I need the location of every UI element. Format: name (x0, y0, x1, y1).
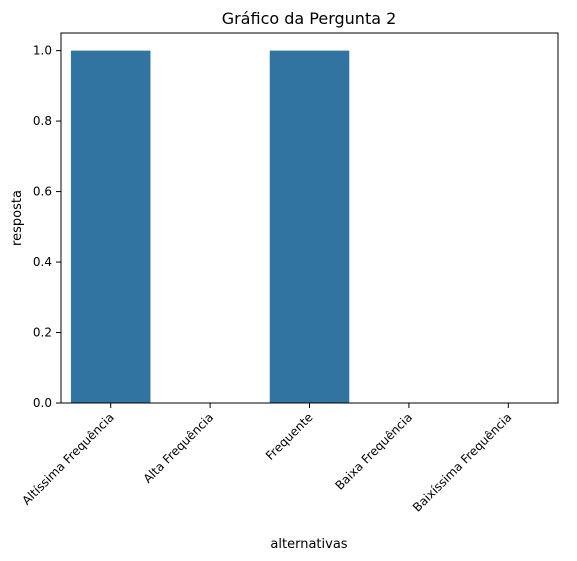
bars (70, 50, 350, 404)
y-axis-label: resposta (10, 190, 25, 246)
bar-0 (70, 50, 151, 404)
x-tick-label-0: Altíssima Frequência (19, 410, 116, 507)
x-tick-label-4: Baixíssima Frequência (410, 410, 514, 514)
y-tick-label-3: 0.6 (33, 185, 52, 199)
x-tick-label-2: Frequente (263, 410, 316, 463)
x-tick-label-1: Alta Frequência (141, 410, 217, 486)
y-tick-label-2: 0.4 (33, 255, 52, 269)
y-tick-label-0: 0.0 (33, 396, 52, 410)
bar-2 (269, 50, 350, 404)
y-tick-label-4: 0.8 (33, 114, 52, 128)
y-tick-label-5: 1.0 (33, 44, 52, 58)
y-tick-label-1: 0.2 (33, 326, 52, 340)
x-axis: Altíssima Frequência Alta Frequência Frequ… (19, 403, 514, 515)
chart-title: Gráfico da Pergunta 2 (222, 9, 397, 28)
x-tick-label-3: Baixa Frequência (332, 410, 415, 493)
y-axis: 0.0 0.2 0.4 0.6 0.8 1.0 (33, 44, 61, 410)
x-axis-label: alternativas (270, 537, 347, 552)
plot-frame (60, 32, 559, 404)
